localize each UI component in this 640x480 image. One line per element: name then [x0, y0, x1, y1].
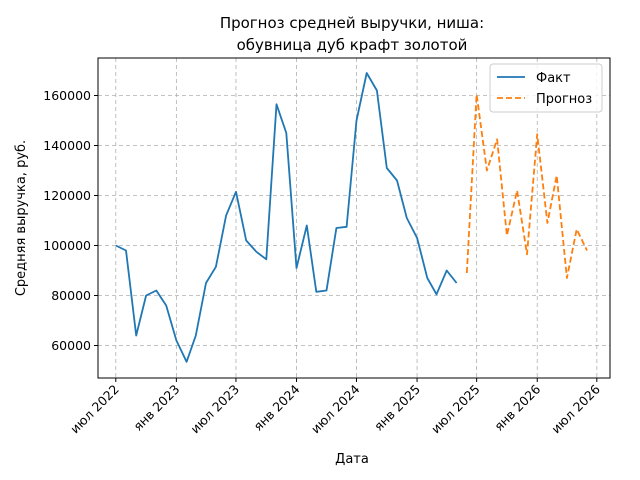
chart-title-line-1: Прогноз средней выручки, ниша: [220, 14, 484, 32]
x-tick-label: июл 2025 [428, 382, 483, 437]
series-line-fact [115, 72, 458, 363]
series-layer [115, 72, 588, 363]
x-tick-label: янв 2025 [371, 382, 423, 434]
x-tick-label: июл 2022 [67, 382, 122, 437]
y-tick-label: 100000 [43, 238, 91, 253]
x-axis-label: Дата [335, 452, 369, 467]
x-tick-label: янв 2024 [250, 381, 302, 433]
y-tick-label: 80000 [51, 288, 91, 303]
plot-area-frame [97, 57, 611, 379]
y-tick-label: 140000 [43, 138, 91, 153]
y-tick-label: 60000 [51, 338, 91, 353]
x-tick-label: июл 2026 [548, 381, 603, 436]
chart-title-line-2: обувница дуб крафт золотой [237, 36, 468, 54]
x-tick-label: янв 2026 [491, 381, 543, 433]
y-tick-label: 160000 [43, 88, 91, 103]
series-line-forecast [465, 93, 588, 279]
legend-box [489, 63, 603, 113]
legend: Факт Прогноз [489, 63, 603, 113]
x-tick-label: июл 2023 [187, 382, 242, 437]
y-axis-label: Средняя выручка, руб. [14, 140, 29, 296]
legend-label-fact: Факт [536, 71, 571, 86]
x-tick-label: янв 2023 [130, 382, 182, 434]
legend-label-forecast: Прогноз [536, 92, 592, 107]
y-tick-label: 120000 [43, 188, 91, 203]
x-tick-label: июл 2024 [308, 381, 363, 436]
